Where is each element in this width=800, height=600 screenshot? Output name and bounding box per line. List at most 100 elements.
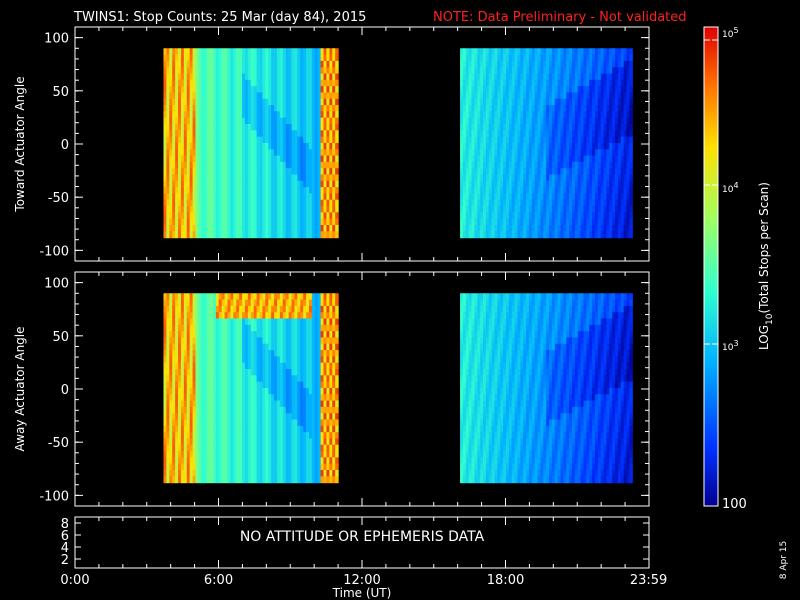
heatmap-cell: [279, 400, 284, 408]
heatmap-cell: [551, 142, 556, 150]
heatmap-cell: [175, 142, 179, 150]
heatmap-cell: [212, 73, 217, 81]
heatmap-cell: [221, 343, 226, 351]
heatmap-cell: [626, 79, 630, 87]
heatmap-cell: [606, 136, 610, 144]
heatmap-cell: [256, 400, 261, 408]
heatmap-cell: [534, 130, 539, 138]
heatmap-cell: [571, 60, 576, 68]
heatmap-cell: [195, 54, 200, 62]
heatmap-cell: [557, 130, 562, 138]
heatmap-cell: [192, 387, 197, 395]
heatmap-cell: [583, 224, 587, 232]
heatmap-cell: [563, 98, 567, 106]
heatmap-cell: [262, 362, 266, 370]
heatmap-cell: [259, 419, 264, 427]
heatmap-cell: [224, 231, 229, 239]
heatmap-cell: [192, 48, 197, 56]
heatmap-cell: [192, 124, 197, 131]
heatmap-cell: [491, 187, 496, 195]
heatmap-cell: [189, 79, 194, 87]
heatmap-cell: [221, 381, 226, 389]
heatmap-cell: [615, 73, 619, 81]
heatmap-cell: [244, 73, 249, 81]
heatmap-cell: [262, 476, 266, 484]
heatmap-cell: [227, 356, 232, 364]
heatmap-cell: [574, 193, 579, 201]
heatmap-cell: [189, 318, 194, 326]
heatmap-cell: [311, 105, 316, 112]
heatmap-cell: [192, 218, 197, 226]
heatmap-cell: [517, 48, 521, 56]
heatmap-cell: [329, 224, 333, 232]
heatmap-cell: [288, 413, 293, 421]
heatmap-cell: [332, 130, 336, 138]
heatmap-cell: [306, 193, 310, 201]
heatmap-cell: [227, 199, 232, 207]
heatmap-cell: [218, 187, 223, 195]
heatmap-cell: [477, 92, 481, 100]
heatmap-cell: [210, 438, 214, 446]
heatmap-cell: [460, 149, 464, 157]
heatmap-cell: [332, 79, 336, 87]
heatmap-cell: [500, 136, 504, 144]
heatmap-cell: [551, 212, 556, 220]
heatmap-cell: [262, 193, 266, 201]
heatmap-cell: [306, 48, 310, 56]
heatmap-cell: [332, 60, 336, 68]
heatmap-cell: [523, 124, 527, 131]
heatmap-cell: [186, 406, 191, 414]
heatmap-cell: [615, 60, 619, 68]
heatmap-cell: [291, 105, 296, 112]
heatmap-cell: [294, 79, 298, 87]
heatmap-cell: [592, 73, 596, 81]
heatmap-cell: [186, 469, 191, 477]
heatmap-cell: [207, 67, 211, 75]
heatmap-cell: [169, 381, 173, 389]
heatmap-cell: [250, 193, 255, 201]
heatmap-cell: [218, 54, 223, 62]
heatmap-cell: [528, 136, 533, 144]
heatmap-cell: [274, 381, 278, 389]
heatmap-cell: [180, 324, 185, 332]
heatmap-cell: [189, 324, 194, 332]
heatmap-cell: [609, 231, 613, 239]
heatmap-cell: [294, 337, 298, 345]
heatmap-cell: [189, 54, 194, 62]
heatmap-cell: [311, 79, 316, 87]
heatmap-cell: [626, 161, 630, 169]
heatmap-cell: [580, 98, 585, 106]
heatmap-cell: [212, 293, 217, 301]
heatmap-cell: [178, 161, 182, 169]
heatmap-cell: [317, 142, 322, 150]
heatmap-cell: [215, 149, 220, 157]
heatmap-cell: [462, 218, 467, 226]
heatmap-cell: [308, 218, 313, 226]
heatmap-cell: [276, 375, 281, 383]
heatmap-cell: [329, 54, 333, 62]
heatmap-cell: [329, 193, 333, 201]
heatmap-cell: [192, 463, 197, 471]
heatmap-cell: [271, 362, 275, 370]
heatmap-cell: [531, 111, 536, 119]
heatmap-cell: [569, 105, 573, 112]
heatmap-cell: [557, 142, 562, 150]
heatmap-cell: [189, 117, 194, 125]
heatmap-cell: [178, 124, 182, 131]
heatmap-cell: [563, 155, 567, 163]
heatmap-cell: [250, 218, 255, 226]
heatmap-cell: [276, 180, 281, 188]
heatmap-cell: [207, 318, 211, 326]
heatmap-cell: [314, 168, 319, 176]
heatmap-cell: [491, 161, 496, 169]
heatmap-cell: [320, 199, 325, 207]
heatmap-cell: [215, 444, 220, 452]
heatmap-cell: [192, 469, 197, 477]
heatmap-cell: [236, 400, 240, 408]
heatmap-cell: [335, 124, 339, 131]
heatmap-cell: [300, 142, 304, 150]
heatmap-cell: [332, 155, 336, 163]
heatmap-cell: [460, 218, 464, 226]
heatmap-cell: [543, 174, 547, 182]
heatmap-cell: [288, 469, 293, 477]
